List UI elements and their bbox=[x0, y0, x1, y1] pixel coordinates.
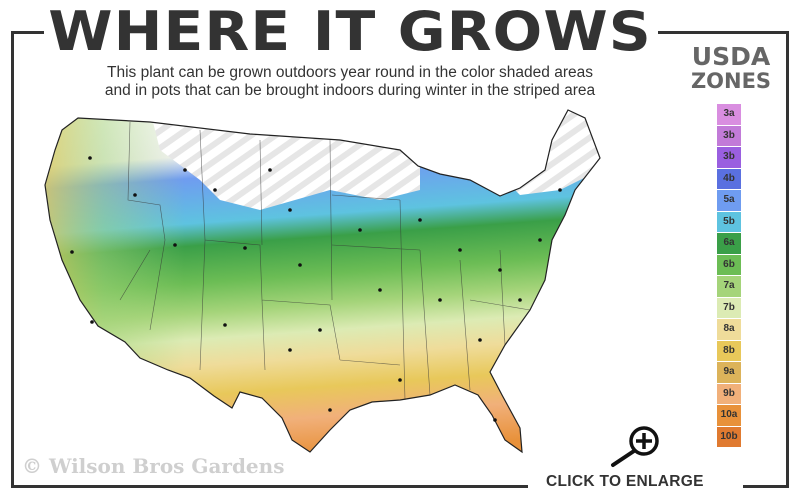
legend-title-line-2: ZONES bbox=[690, 69, 772, 93]
legend-zone-8a: 8a bbox=[717, 319, 741, 340]
legend-title-line-1: USDA bbox=[691, 42, 771, 71]
legend-zone-4b: 4b bbox=[717, 168, 741, 189]
legend-zone-8b: 8b bbox=[717, 340, 741, 361]
legend-zone-5b: 5b bbox=[717, 211, 741, 232]
legend-zone-5a: 5a bbox=[717, 190, 741, 211]
zone-shading bbox=[45, 110, 600, 452]
legend-zone-10a: 10a bbox=[717, 405, 741, 426]
frame-top-left bbox=[11, 31, 44, 34]
click-to-enlarge-label[interactable]: CLICK TO ENLARGE bbox=[546, 473, 704, 490]
legend-zone-10b: 10b bbox=[717, 426, 741, 447]
legend-zone-9b: 9b bbox=[717, 383, 741, 404]
frame-bottom-right bbox=[743, 485, 789, 488]
frame-bottom-left bbox=[11, 485, 528, 488]
city-dots bbox=[70, 156, 562, 422]
legend-zone-3a: 3a bbox=[717, 104, 741, 125]
frame-top-right bbox=[658, 31, 789, 34]
state-borders bbox=[119, 121, 531, 401]
legend-zone-9a: 9a bbox=[717, 362, 741, 383]
legend-zone-3b: 3b bbox=[717, 125, 741, 146]
frame-left bbox=[11, 31, 14, 488]
legend-zone-6b: 6b bbox=[717, 254, 741, 275]
page-subtitle: This plant can be grown outdoors year ro… bbox=[40, 64, 660, 100]
zoom-in-magnifier-icon[interactable] bbox=[608, 424, 668, 468]
legend-zone-3b: 3b bbox=[717, 147, 741, 168]
frame-right bbox=[786, 31, 789, 488]
legend-title: USDA ZONES bbox=[676, 44, 786, 94]
legend-zone-7b: 7b bbox=[717, 297, 741, 318]
legend-zone-7a: 7a bbox=[717, 276, 741, 297]
usda-zone-legend: 3a 3b 3b 4b 5a 5b 6a 6b 7a 7b 8a 8b 9a 9b 10a 10b bbox=[717, 104, 741, 448]
subtitle-line-2: and in pots that can be brought indoors … bbox=[104, 82, 596, 99]
watermark: © Wilson Bros Gardens bbox=[22, 454, 285, 478]
subtitle-line-1: This plant can be grown outdoors year ro… bbox=[107, 64, 593, 81]
legend-zone-6a: 6a bbox=[717, 233, 741, 254]
page-title: WHERE IT GROWS bbox=[48, 0, 652, 63]
click-to-enlarge-button[interactable] bbox=[528, 460, 743, 500]
